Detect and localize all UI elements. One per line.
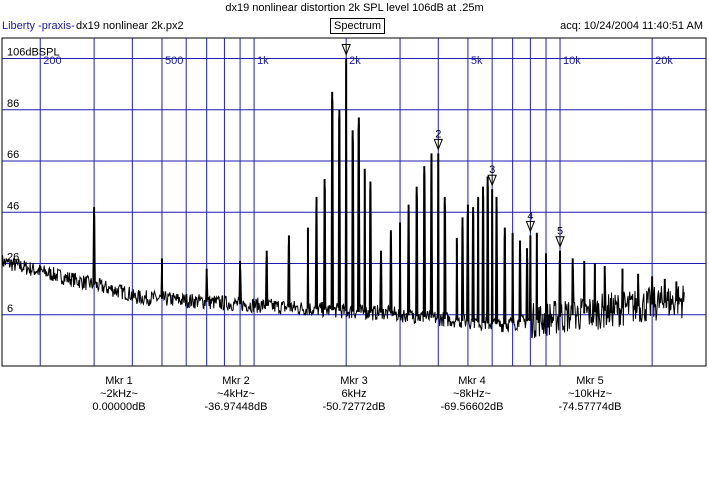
- marker-name: Mkr 2: [222, 375, 250, 387]
- x-tick-label: 5k: [471, 55, 483, 67]
- marker-value: -36.97448dB: [204, 401, 268, 413]
- marker-value: -69.56602dB: [440, 401, 504, 413]
- x-tick-label: 2k: [349, 55, 361, 67]
- marker-readout: Mkr 1 ~2kHz~ 0.00000dB: [74, 375, 164, 414]
- marker-name: Mkr 4: [458, 375, 486, 387]
- marker-label: 2: [435, 128, 441, 140]
- marker-value: -74.57774dB: [558, 401, 622, 413]
- marker-frequency: ~8kHz~: [453, 388, 491, 400]
- y-tick-label: 6: [7, 303, 13, 315]
- marker-readout: Mkr 2 ~4kHz~ -36.97448dB: [191, 375, 281, 414]
- x-tick-label: 20k: [655, 55, 673, 67]
- x-tick-label: 1k: [257, 55, 269, 67]
- marker-label: 3: [489, 164, 495, 176]
- spectrum-button[interactable]: Spectrum: [330, 18, 386, 34]
- marker-name: Mkr 3: [340, 375, 368, 387]
- marker-value: -50.72772dB: [322, 401, 386, 413]
- marker-label: 4: [527, 210, 533, 222]
- marker-name: Mkr 5: [576, 375, 604, 387]
- marker-frequency: ~10kHz~: [567, 388, 613, 400]
- marker-frequency: ~4kHz~: [217, 388, 255, 400]
- marker-frequency: 6kHz: [341, 388, 367, 400]
- y-tick-label: 106dBSPL: [7, 47, 60, 59]
- marker-frequency: ~2kHz~: [100, 388, 138, 400]
- x-tick-label: 200: [43, 55, 61, 67]
- marker-value: 0.00000dB: [92, 401, 146, 413]
- marker-readout: Mkr 5 ~10kHz~ -74.57774dB: [545, 375, 635, 414]
- acquisition-timestamp: acq: 10/24/2004 11:40:51 AM: [560, 20, 703, 32]
- file-name: dx19 nonlinear 2k.px2: [76, 20, 184, 32]
- y-tick-label: 46: [7, 200, 19, 212]
- marker-name: Mkr 1: [105, 375, 133, 387]
- x-tick-label: 500: [165, 55, 183, 67]
- chart-title: dx19 nonlinear distortion 2k SPL level 1…: [225, 2, 484, 14]
- app-brand: Liberty -praxis-: [2, 20, 75, 32]
- marker-readout: Mkr 3 6kHz -50.72772dB: [309, 375, 399, 414]
- marker-label: 5: [557, 226, 563, 238]
- marker-readout: Mkr 4 ~8kHz~ -69.56602dB: [427, 375, 517, 414]
- y-tick-label: 86: [7, 98, 19, 110]
- y-tick-label: 66: [7, 149, 19, 161]
- x-tick-label: 10k: [563, 55, 581, 67]
- spectrum-trace: [1, 61, 685, 339]
